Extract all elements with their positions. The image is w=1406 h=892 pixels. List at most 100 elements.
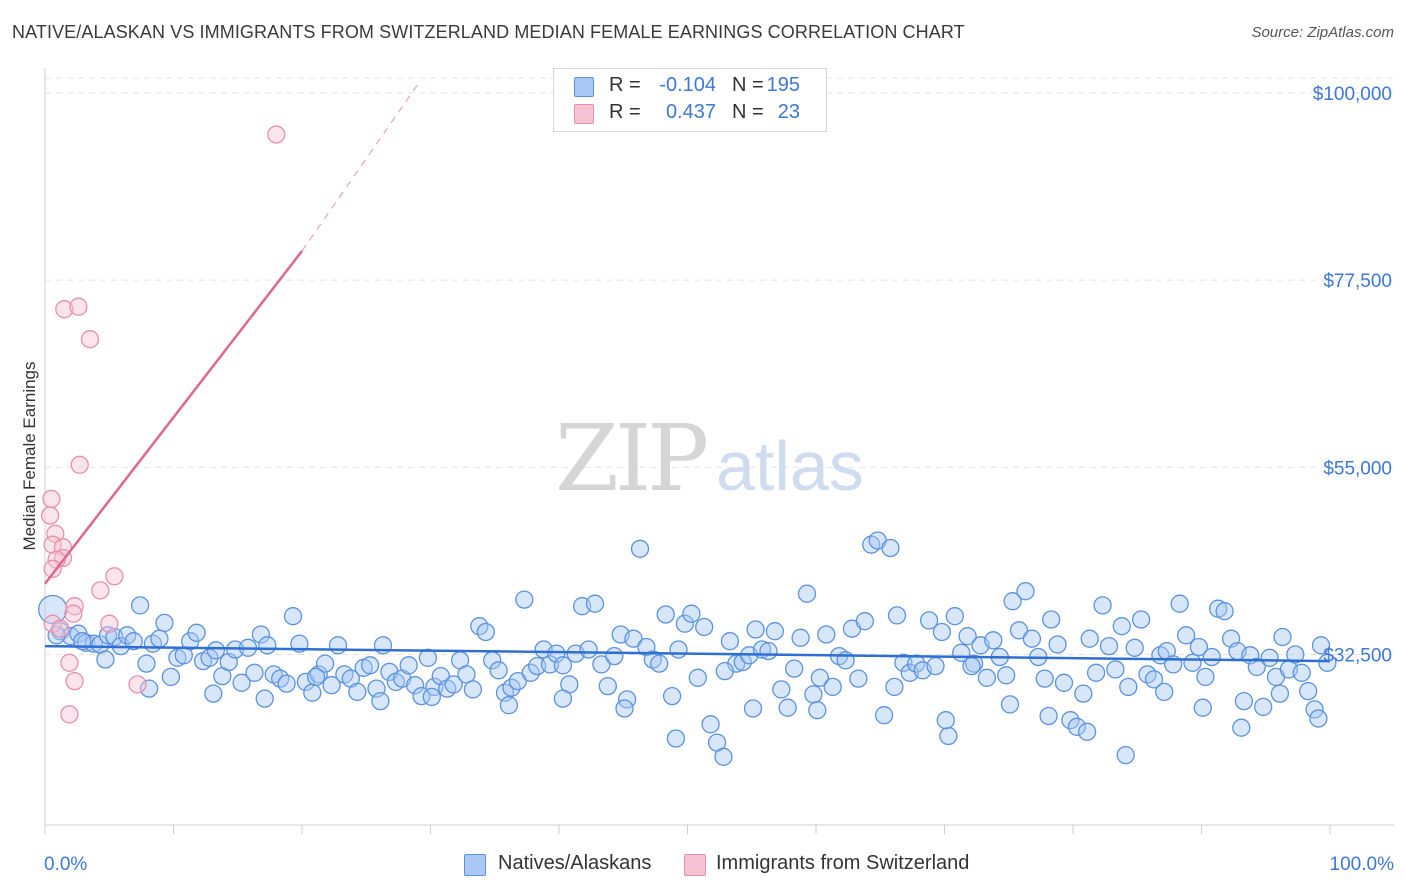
data-point[interactable] [1234, 691, 1254, 711]
data-point[interactable] [1112, 617, 1131, 636]
data-point[interactable] [40, 506, 60, 525]
data-point[interactable] [60, 653, 79, 672]
data-point[interactable] [714, 747, 733, 766]
data-point[interactable] [553, 689, 573, 708]
data-point[interactable] [1247, 657, 1266, 677]
data-point[interactable] [150, 629, 169, 648]
data-point[interactable] [315, 654, 335, 673]
data-point[interactable] [499, 696, 519, 715]
data-point[interactable] [765, 622, 785, 641]
data-point[interactable] [1086, 663, 1106, 682]
data-point[interactable] [348, 682, 367, 702]
data-point[interactable] [91, 581, 110, 600]
data-point[interactable] [977, 668, 997, 687]
data-point[interactable] [1022, 629, 1042, 648]
data-point[interactable] [1000, 695, 1020, 714]
data-point[interactable] [1077, 722, 1097, 741]
data-point[interactable] [1273, 627, 1292, 647]
data-point[interactable] [785, 659, 804, 678]
data-point[interactable] [540, 655, 560, 674]
data-point[interactable] [1035, 669, 1054, 688]
data-point[interactable] [997, 666, 1016, 685]
data-point[interactable] [791, 628, 810, 647]
data-point[interactable] [137, 654, 156, 673]
data-point[interactable] [187, 623, 206, 642]
data-point[interactable] [962, 656, 981, 676]
data-point[interactable] [128, 675, 147, 694]
data-point[interactable] [65, 597, 84, 616]
data-point[interactable] [232, 673, 251, 692]
data-point[interactable] [255, 689, 274, 708]
data-point[interactable] [579, 640, 598, 659]
data-point[interactable] [650, 654, 669, 673]
data-point[interactable] [1093, 596, 1112, 615]
data-point[interactable] [130, 596, 150, 615]
data-point[interactable] [1131, 610, 1151, 629]
data-point[interactable] [64, 604, 83, 623]
data-point[interactable] [778, 698, 797, 717]
data-point[interactable] [55, 300, 74, 319]
data-point[interactable] [1299, 681, 1318, 701]
data-point[interactable] [105, 567, 124, 586]
data-point[interactable] [1042, 610, 1061, 629]
data-point[interactable] [277, 674, 296, 693]
data-point[interactable] [245, 663, 264, 682]
data-point[interactable] [1048, 635, 1067, 654]
data-point[interactable] [1119, 677, 1138, 697]
data-point[interactable] [139, 679, 159, 698]
data-point[interactable] [743, 699, 763, 718]
data-point[interactable] [715, 661, 734, 681]
data-point[interactable] [881, 538, 900, 558]
data-point[interactable] [1099, 636, 1119, 656]
data-point[interactable] [1054, 673, 1074, 692]
data-point[interactable] [964, 654, 984, 673]
data-point[interactable] [51, 619, 70, 638]
data-point[interactable] [444, 675, 463, 694]
data-point[interactable] [547, 644, 566, 663]
data-point[interactable] [306, 667, 326, 687]
data-point[interactable] [759, 641, 778, 661]
data-point[interactable] [42, 489, 61, 509]
data-point[interactable] [662, 686, 682, 706]
data-point[interactable] [605, 646, 624, 666]
data-point[interactable] [887, 606, 907, 625]
data-point[interactable] [984, 631, 1003, 650]
data-point[interactable] [1039, 706, 1058, 726]
data-point[interactable] [592, 655, 611, 674]
data-point[interactable] [1074, 684, 1093, 703]
data-point[interactable] [553, 656, 573, 675]
data-point[interactable] [939, 726, 958, 746]
data-point[interactable] [682, 604, 701, 623]
data-point[interactable] [251, 625, 271, 644]
data-point[interactable] [598, 676, 617, 696]
data-point[interactable] [585, 594, 605, 613]
data-point[interactable] [624, 629, 643, 648]
data-point[interactable] [1254, 697, 1273, 717]
data-point[interactable] [43, 559, 62, 578]
data-point[interactable] [508, 671, 528, 691]
data-point[interactable] [1215, 602, 1234, 621]
data-point[interactable] [418, 648, 438, 667]
data-point[interactable] [422, 687, 441, 707]
data-point[interactable] [688, 668, 707, 687]
data-point[interactable] [808, 701, 827, 720]
data-point[interactable] [669, 640, 688, 659]
data-point[interactable] [817, 625, 836, 644]
data-point[interactable] [1155, 682, 1174, 702]
data-point[interactable] [309, 665, 328, 684]
data-point[interactable] [476, 622, 495, 642]
data-point[interactable] [885, 677, 904, 697]
data-point[interactable] [1260, 648, 1279, 667]
data-point[interactable] [322, 676, 341, 695]
data-point[interactable] [1106, 660, 1125, 679]
data-point[interactable] [1196, 667, 1215, 687]
data-point[interactable] [630, 539, 650, 558]
data-point[interactable] [1193, 698, 1212, 717]
data-point[interactable] [258, 636, 277, 655]
data-point[interactable] [1183, 653, 1202, 672]
data-point[interactable] [919, 611, 939, 630]
data-point[interactable] [267, 125, 286, 144]
data-point[interactable] [96, 650, 115, 669]
data-point[interactable] [360, 656, 380, 675]
data-point[interactable] [124, 632, 143, 651]
